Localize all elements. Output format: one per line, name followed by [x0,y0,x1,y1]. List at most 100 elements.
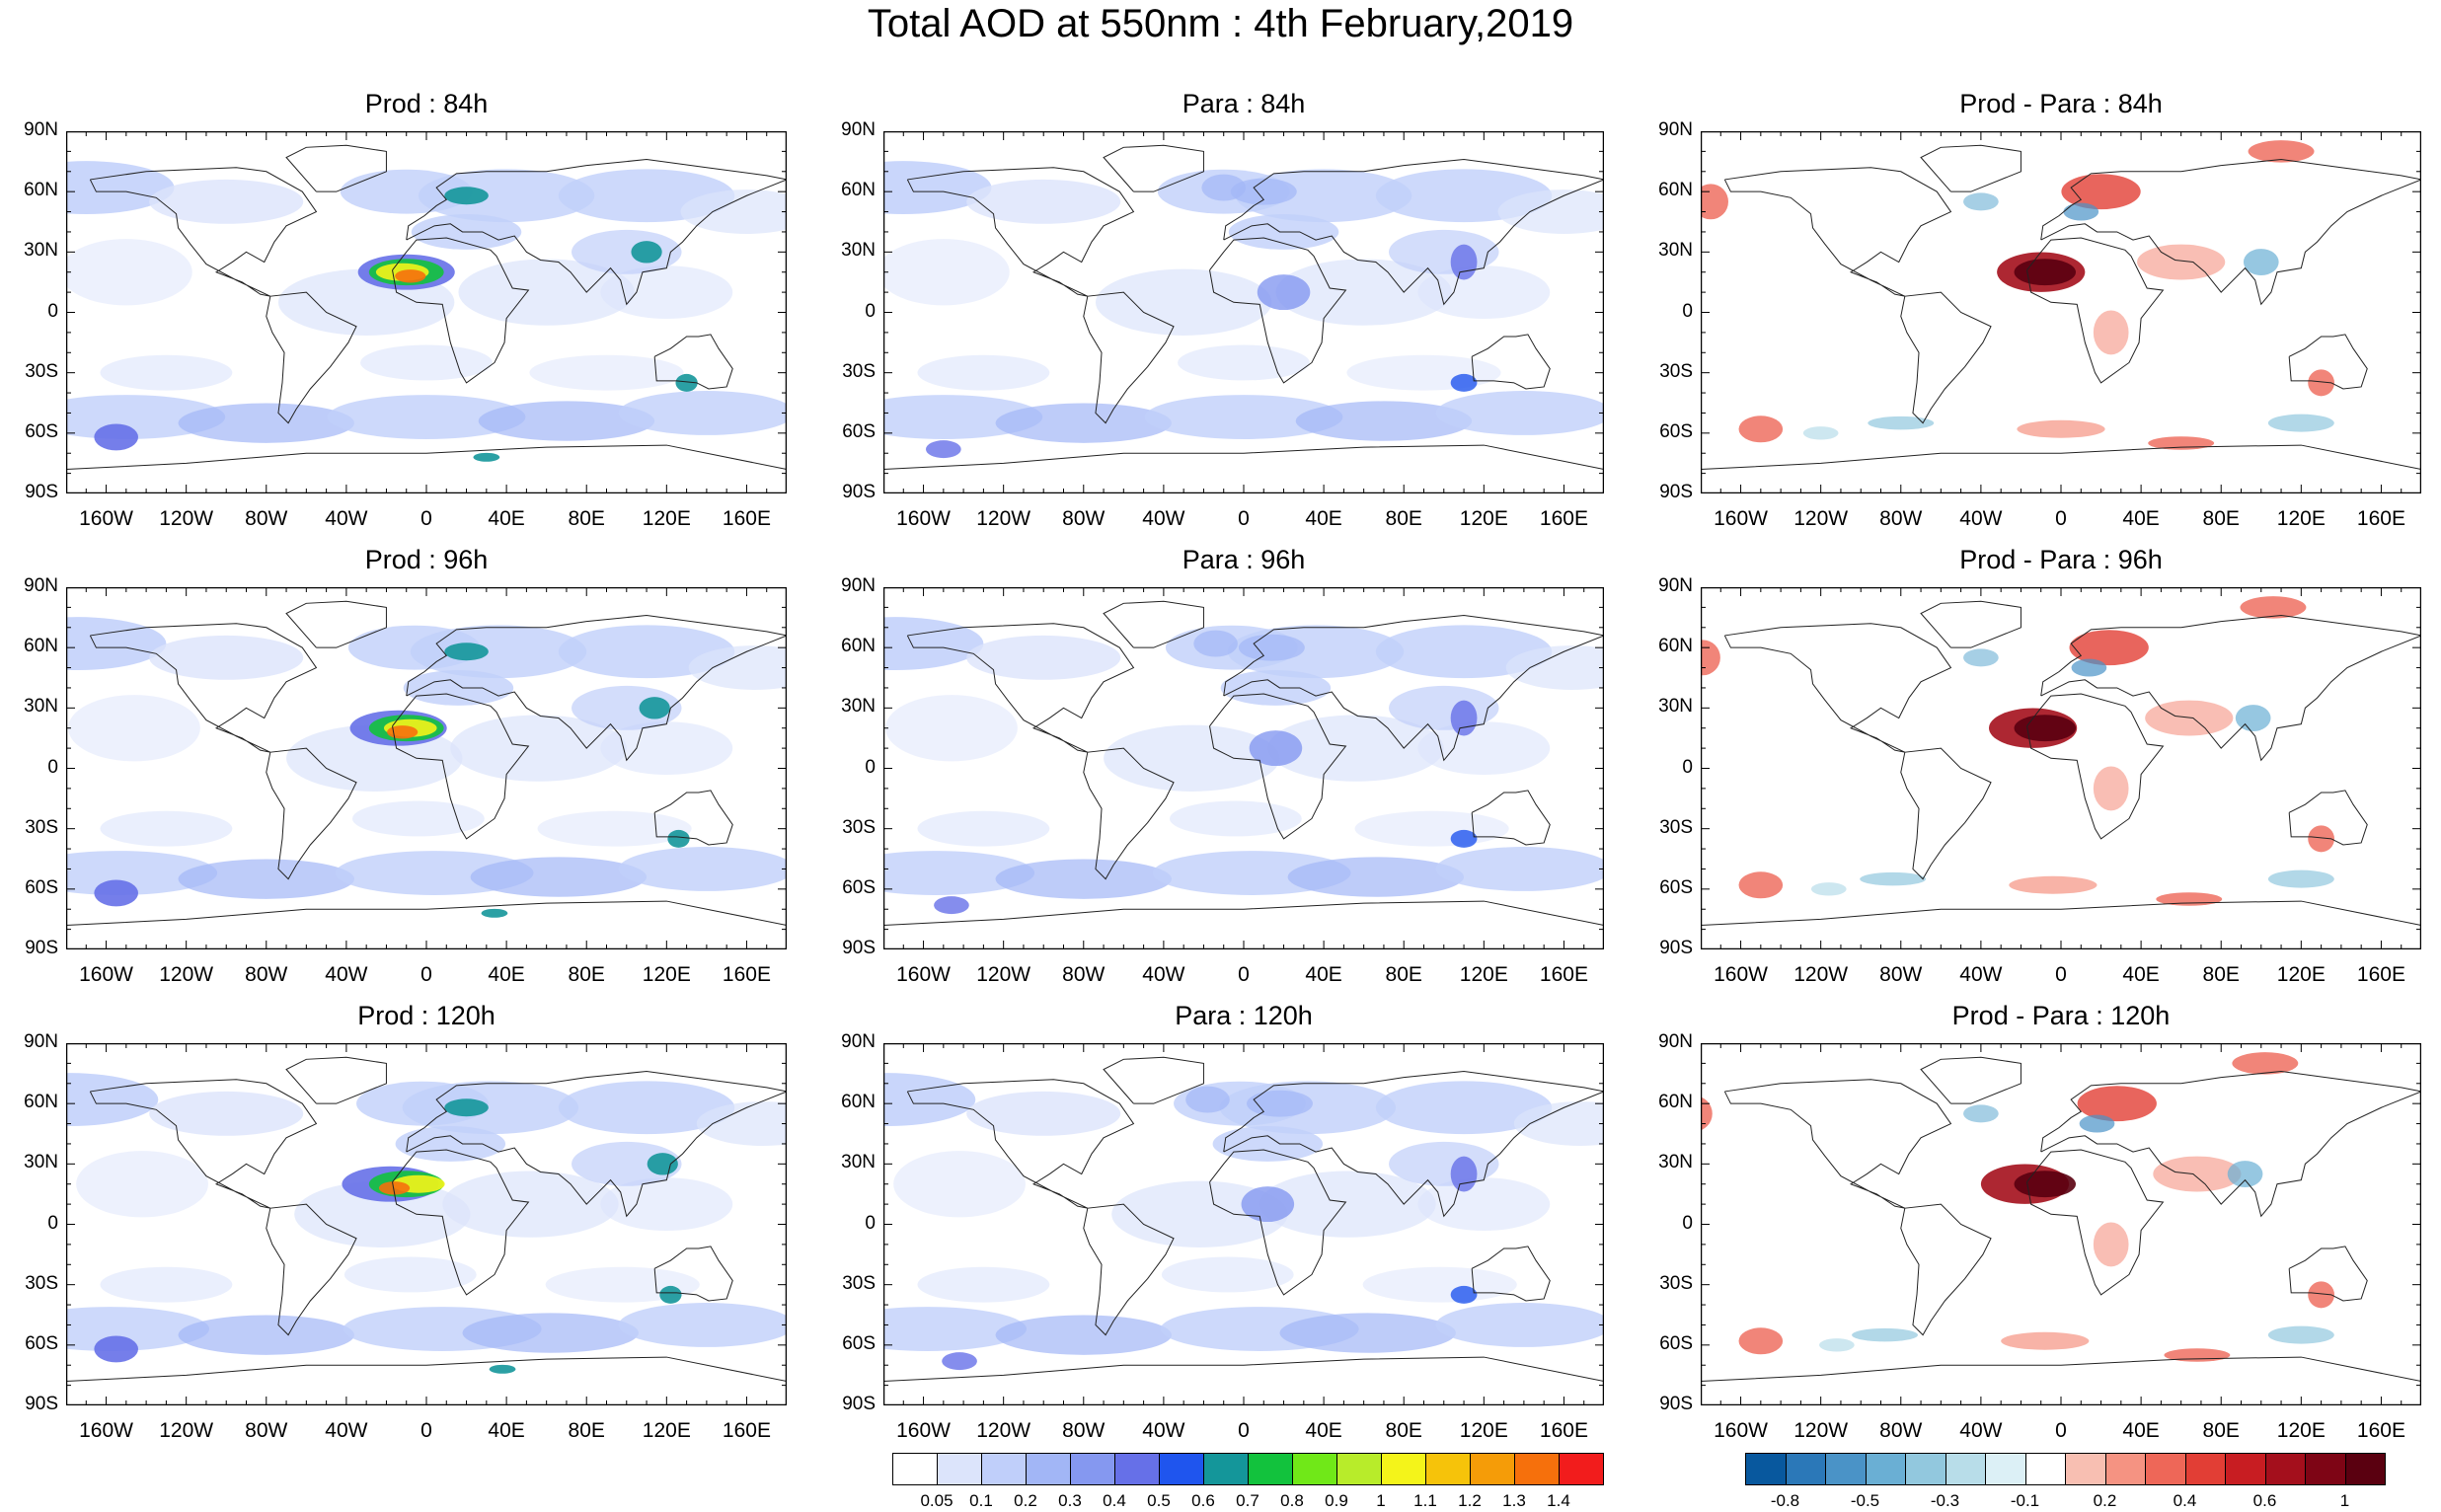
colorbar-label: 0.1 [969,1491,993,1510]
coastline [1471,1246,1551,1302]
aod-patch [402,1081,579,1135]
coastline [1103,144,1204,192]
aod-patch [529,354,684,391]
coastline [406,159,787,306]
aod-patch [1450,244,1478,280]
aod-patch [1212,1126,1324,1162]
coastline [2026,693,2165,840]
coastline [89,167,318,297]
coastline [2040,159,2421,306]
lat-tick-label: 0 [865,1212,876,1234]
aod-patch [2235,705,2271,731]
coastline [1103,1056,1204,1104]
coastline [653,334,733,390]
coastline [1083,747,1175,880]
aod-patch [1169,800,1302,837]
aod-patch [1362,1266,1517,1303]
map-background [1701,1043,2421,1405]
lat-tick-label: 60S [842,1332,876,1354]
colorbar-label: 0.2 [2093,1491,2117,1510]
lon-tick-label: 120W [976,1419,1031,1442]
coastline [1920,1056,2021,1104]
lon-tick-label: 40E [2122,1419,2160,1442]
lat-tick-label: 30N [841,240,876,262]
lon-tick-label: 160E [722,963,771,986]
map-panel [66,587,787,949]
aod-patch [450,715,627,782]
aod-patch [1241,1186,1295,1223]
aod-patch [631,241,662,264]
lat-tick-label: 30N [1658,1152,1693,1173]
coastline [1900,747,1992,880]
coastline [1223,1071,1604,1218]
aod-patch [94,423,138,451]
aod-patch [1095,268,1272,336]
colorbar-swatch [1514,1453,1560,1485]
lon-tick-label: 40W [325,1419,368,1442]
colorbar-swatch [2344,1453,2386,1485]
aod-patch [696,1101,787,1146]
aod-patch [470,857,648,897]
coastline [1920,144,2021,192]
coastline [906,167,1135,297]
aod-patch [883,239,1010,306]
colorbar-label: -0.8 [1770,1491,1800,1510]
lon-tick-label: 120E [1459,963,1508,986]
aod-patch [100,354,233,391]
colorbar-swatch [1292,1453,1337,1485]
map-panel [1701,131,2421,493]
aod-patch [942,1352,977,1371]
coastline [2288,334,2368,390]
coastline [285,600,387,648]
aod-patch [178,1315,354,1355]
aod-patch [572,685,682,730]
lat-tick-label: 60S [25,420,58,442]
aod-patch [1417,265,1551,320]
lat-tick-label: 90S [25,938,58,958]
coastline [883,1356,1604,1383]
lon-tick-label: 0 [420,963,432,986]
aod-patch [294,1180,471,1247]
map-panel [1701,587,2421,949]
coastline [66,900,787,927]
aod-patch [1267,715,1444,782]
field-layer [66,161,787,462]
map-panel [66,1043,787,1405]
aod-patch [2267,1325,2334,1344]
lon-tick-label: 80W [1062,1419,1106,1442]
lat-tick-label: 60N [24,180,58,201]
lon-tick-label: 40E [1305,1419,1342,1442]
aod-patch [883,617,984,670]
colorbar-swatch [1248,1453,1293,1485]
aod-patch [2001,1331,2090,1350]
colorbar-label: 1.3 [1502,1491,1526,1510]
colorbar-swatch [2184,1453,2226,1485]
aod-patch [2243,249,2279,275]
lon-tick-label: 40W [1142,963,1185,986]
aod-patch [883,1073,976,1126]
lat-tick-label: 60N [841,636,876,657]
panel-title: Prod - Para : 120h [1951,1001,2171,1030]
coastline [1209,1149,1347,1296]
lat-tick-label: 30N [841,1152,876,1173]
coastline [1723,623,1952,753]
field-layer [883,1073,1604,1371]
aod-patch [675,373,698,392]
lon-tick-label: 120W [159,507,214,530]
aod-patch [2093,310,2129,355]
aod-patch [1417,1177,1551,1232]
lat-tick-label: 30S [1659,1272,1693,1294]
lon-tick-label: 40W [1959,1419,2003,1442]
aod-patch [1193,630,1238,657]
lon-tick-label: 80E [1385,1419,1422,1442]
lat-tick-label: 90S [842,938,876,958]
aod-patch [1963,648,1999,667]
aod-patch [387,725,419,739]
colorbar-label: 0.4 [1103,1491,1126,1510]
aod-patch [1963,1104,1999,1123]
lon-tick-label: 40E [2122,963,2160,986]
aod-patch [444,187,489,205]
aod-patch [2079,1114,2115,1133]
aod-patch [1435,391,1604,435]
lon-tick-label: 80W [1879,1419,1923,1442]
